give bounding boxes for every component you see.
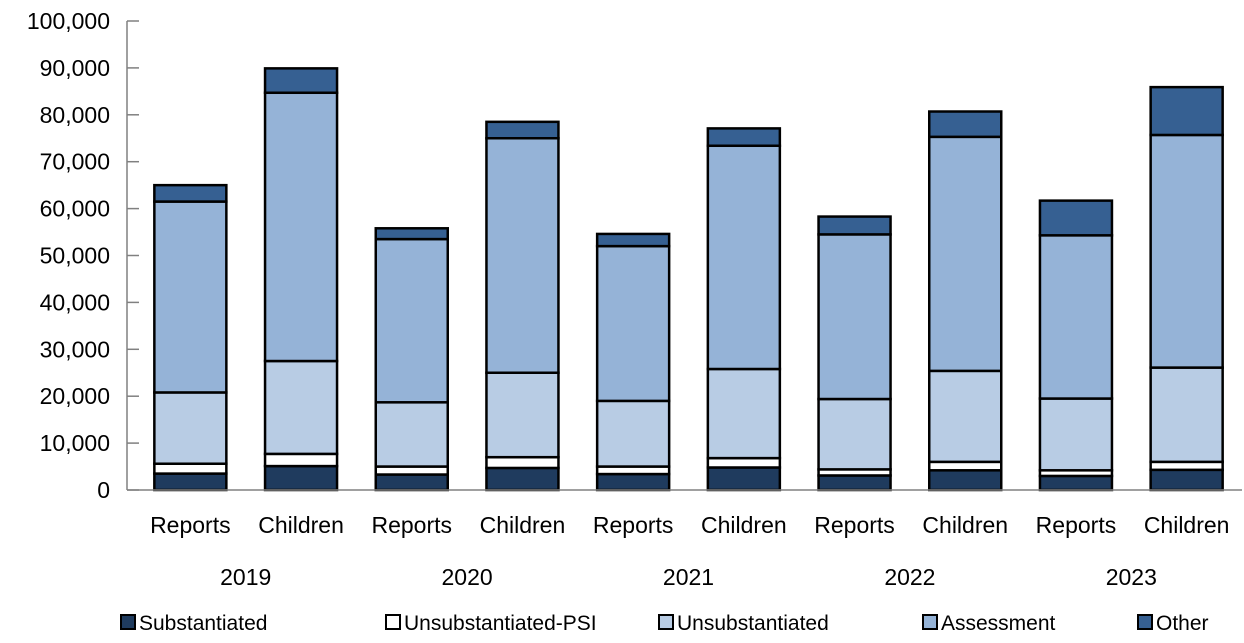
- bar-segment-other: [1149, 85, 1224, 137]
- x-category-label: Reports: [150, 512, 231, 538]
- bar-segment-unsubstantiated: [1149, 366, 1224, 464]
- bar-segment-assessment: [1038, 234, 1114, 400]
- bar-segment-unsubstantiated: [706, 367, 782, 460]
- y-tick-label: 80,000: [40, 102, 110, 128]
- bar-segment-substantiated: [1149, 468, 1224, 492]
- bar-segment-substantiated: [374, 473, 449, 492]
- bar-segment-unsubstantiated: [153, 391, 228, 465]
- y-tick-label: 100,000: [27, 8, 110, 34]
- x-group-label: 2022: [884, 564, 935, 590]
- bar-segment-unsubstantiated-psi: [263, 452, 339, 468]
- y-tick-label: 90,000: [40, 55, 110, 81]
- x-category-label: Reports: [814, 512, 895, 538]
- bar-segment-substantiated: [1038, 474, 1114, 492]
- bar-segment-unsubstantiated: [374, 401, 449, 468]
- y-tick-label: 10,000: [40, 430, 110, 456]
- x-category-label: Children: [701, 512, 787, 538]
- bar-segment-substantiated: [485, 466, 560, 492]
- bar-segment-substantiated: [263, 464, 339, 492]
- bar-segment-other: [928, 110, 1003, 139]
- bar-segment-unsubstantiated: [1038, 397, 1114, 472]
- y-tick-label: 60,000: [40, 196, 110, 222]
- bar-segment-substantiated: [817, 474, 892, 492]
- legend-swatch-substantiated: [120, 614, 136, 630]
- bar-segment-assessment: [595, 244, 671, 403]
- legend-swatch-other: [1137, 614, 1153, 630]
- y-tick-label: 20,000: [40, 383, 110, 409]
- bar-segment-other: [485, 120, 560, 140]
- bar-segment-assessment: [928, 135, 1003, 373]
- bar-segment-assessment: [485, 137, 560, 374]
- legend-label-other: Other: [1156, 612, 1209, 635]
- legend-swatch-assessment: [922, 614, 938, 630]
- bar-segment-other: [595, 232, 671, 248]
- legend-swatch-unsubstantiated: [658, 614, 674, 630]
- y-tick-label: 40,000: [40, 289, 110, 315]
- y-tick-label: 50,000: [40, 243, 110, 269]
- bar-segment-assessment: [374, 237, 449, 404]
- x-category-label: Reports: [593, 512, 674, 538]
- legend: Substantiated Unsubstantiated-PSI Unsubsta…: [120, 612, 1209, 635]
- bar-segment-unsubstantiated: [817, 397, 892, 471]
- bar-segment-other: [153, 183, 228, 203]
- bar-segment-assessment: [153, 200, 228, 394]
- bar-segment-other: [817, 215, 892, 236]
- bar-segment-unsubstantiated-psi: [706, 456, 782, 469]
- bar-segment-substantiated: [153, 472, 228, 492]
- x-category-label: Children: [480, 512, 566, 538]
- bar-segment-unsubstantiated-psi: [485, 455, 560, 470]
- legend-label-unsubstantiated: Unsubstantiated: [677, 612, 829, 635]
- bar-segment-other: [1038, 199, 1114, 237]
- bar-segment-substantiated: [928, 469, 1003, 492]
- legend-swatch-unsubstantiated-psi: [385, 614, 401, 630]
- x-group-label: 2023: [1106, 564, 1157, 590]
- x-category-label: Children: [922, 512, 1008, 538]
- bar-segment-assessment: [706, 144, 782, 371]
- y-tick-label: 30,000: [40, 336, 110, 362]
- y-tick-label: 0: [97, 477, 110, 503]
- bar-segment-assessment: [1149, 133, 1224, 369]
- bar-segment-other: [263, 67, 339, 95]
- y-tick-label: 70,000: [40, 149, 110, 175]
- bar-segment-assessment: [817, 233, 892, 401]
- bar-segment-unsubstantiated-psi: [928, 460, 1003, 472]
- bar-segment-unsubstantiated: [928, 369, 1003, 464]
- x-group-label: 2019: [220, 564, 271, 590]
- x-category-label: Reports: [1036, 512, 1117, 538]
- bar-segment-other: [706, 127, 782, 148]
- bar-segment-other: [374, 227, 449, 241]
- x-category-label: Children: [1144, 512, 1230, 538]
- bar-segment-unsubstantiated: [485, 371, 560, 459]
- bar-segment-assessment: [263, 91, 339, 363]
- x-category-label: Children: [258, 512, 344, 538]
- x-axis: Reports Children Reports Children Reports Chi…: [127, 489, 1242, 590]
- bar-segment-substantiated: [595, 472, 671, 492]
- legend-label-substantiated: Substantiated: [139, 612, 267, 635]
- bars: [153, 67, 1224, 492]
- bar-segment-unsubstantiated-psi: [153, 462, 228, 475]
- bar-segment-unsubstantiated: [595, 399, 671, 468]
- x-group-label: 2021: [663, 564, 714, 590]
- x-group-label: 2020: [442, 564, 493, 590]
- legend-label-unsubstantiated-psi: Unsubstantiated-PSI: [404, 612, 597, 635]
- y-axis: 0 10,000 20,000 30,000 40,000 50,000 60,000 70,…: [27, 8, 139, 503]
- legend-label-assessment: Assessment: [941, 612, 1056, 635]
- bar-segment-unsubstantiated: [263, 359, 339, 456]
- x-category-label: Reports: [371, 512, 452, 538]
- bar-segment-substantiated: [706, 466, 782, 492]
